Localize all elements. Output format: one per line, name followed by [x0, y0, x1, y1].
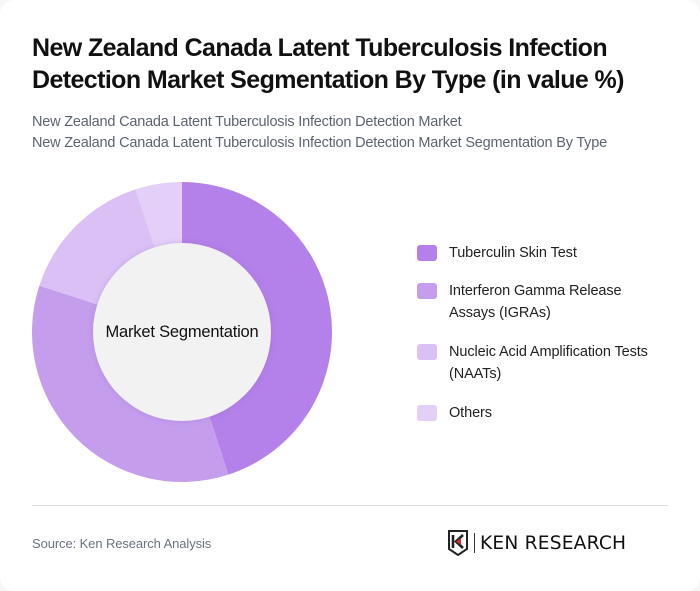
- donut-hole: [93, 243, 271, 421]
- legend-item-igras[interactable]: Interferon Gamma Release Assays (IGRAs): [417, 280, 659, 324]
- legend-item-tuberculin-skin-test[interactable]: Tuberculin Skin Test: [417, 242, 659, 264]
- logo-separator: [474, 533, 475, 553]
- legend-swatch: [417, 283, 437, 299]
- legend-label: Nucleic Acid Amplification Tests (NAATs): [449, 344, 648, 382]
- donut-segment-others[interactable]: [135, 182, 182, 250]
- legend-swatch: [417, 405, 437, 421]
- chart-subtitle: New Zealand Canada Latent Tuberculosis I…: [32, 112, 692, 154]
- legend-item-naats[interactable]: Nucleic Acid Amplification Tests (NAATs): [417, 341, 659, 385]
- legend-item-others[interactable]: Others: [417, 402, 659, 424]
- subtitle-line-2: New Zealand Canada Latent Tuberculosis I…: [32, 135, 607, 151]
- ken-research-logo: KEN RESEARCH: [447, 530, 629, 556]
- legend-label: Others: [449, 405, 492, 421]
- subtitle-line-1: New Zealand Canada Latent Tuberculosis I…: [32, 114, 462, 130]
- legend-label: Interferon Gamma Release Assays (IGRAs): [449, 283, 622, 321]
- legend-swatch: [417, 344, 437, 360]
- brand-name: KEN RESEARCH: [480, 532, 627, 554]
- source-note: Source: Ken Research Analysis: [32, 536, 212, 551]
- donut-segment-tuberculin-skin-test[interactable]: [182, 182, 332, 475]
- chart-title: New Zealand Canada Latent Tuberculosis I…: [32, 34, 624, 94]
- donut-segment-nucleic-acid-amplification-tests-naats[interactable]: [39, 189, 156, 306]
- donut-svg: [32, 182, 332, 482]
- donut-chart: Market Segmentation: [32, 182, 332, 482]
- donut-center-label: Market Segmentation: [105, 322, 259, 341]
- legend-swatch: [417, 245, 437, 261]
- legend-label: Tuberculin Skin Test: [449, 245, 577, 261]
- ken-research-shield-icon: [448, 530, 468, 556]
- donut-segment-interferon-gamma-release-assays-igras[interactable]: [32, 285, 229, 482]
- donut-segments: [32, 182, 332, 482]
- footer-divider: [32, 505, 668, 506]
